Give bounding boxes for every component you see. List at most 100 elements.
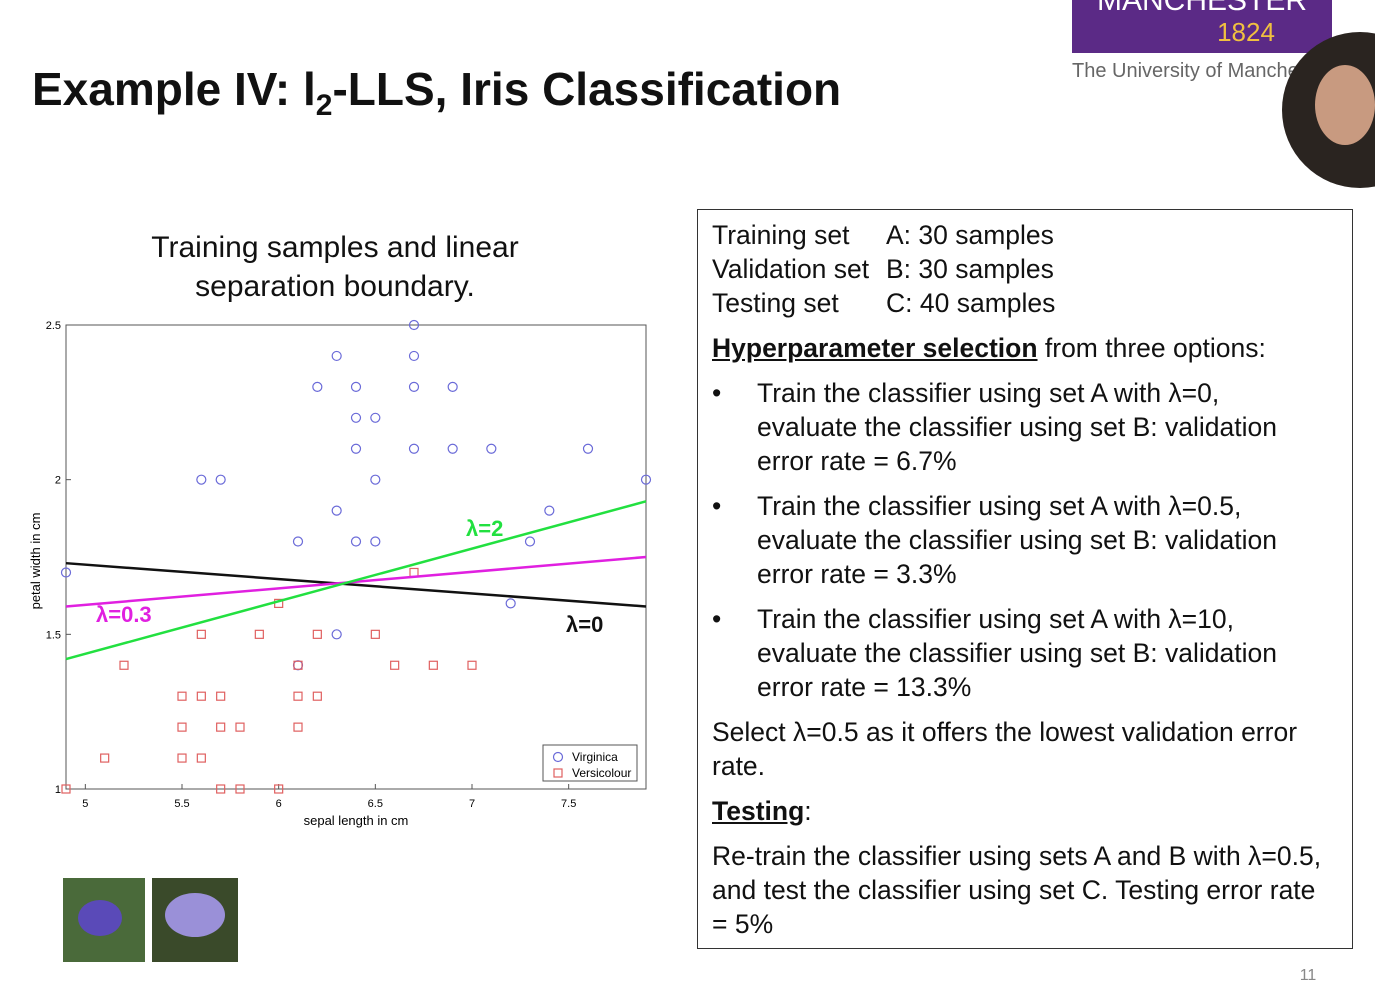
point bbox=[216, 784, 226, 794]
x-tick-label: 6.5 bbox=[368, 798, 383, 810]
bullet: • Train the classifier using set A with λ… bbox=[712, 489, 1338, 591]
line-label: λ=2 bbox=[466, 516, 503, 541]
point bbox=[370, 412, 381, 423]
slide-title: Example IV: l2-LLS, Iris Classification bbox=[32, 62, 841, 123]
bullet-text: Train the classifier using set A with λ=… bbox=[757, 491, 1277, 589]
set-size: A: 30 samples bbox=[886, 220, 1054, 250]
set-size: B: 30 samples bbox=[886, 254, 1054, 284]
legend-label: Virginica bbox=[572, 750, 618, 764]
point bbox=[196, 691, 206, 701]
point bbox=[196, 753, 206, 763]
point bbox=[640, 474, 652, 485]
set-row: Training set A: 30 samples bbox=[712, 218, 1338, 252]
logo-subtitle: The University of Manche bbox=[1072, 60, 1299, 82]
y-tick-label: 1 bbox=[55, 784, 61, 796]
logo-bg bbox=[1072, 0, 1332, 53]
point bbox=[582, 443, 594, 454]
testing-text: Re-train the classifier using sets A and… bbox=[712, 841, 1322, 939]
bullet-text: Train the classifier using set A with λ=… bbox=[757, 378, 1277, 476]
point bbox=[312, 691, 322, 701]
heading: Hyperparameter selection from three opti… bbox=[712, 331, 1338, 365]
point bbox=[216, 691, 226, 701]
point bbox=[350, 536, 362, 547]
point bbox=[350, 412, 362, 423]
point bbox=[292, 660, 304, 671]
iris-flower bbox=[165, 893, 225, 937]
plot-frame bbox=[65, 324, 647, 790]
point bbox=[409, 567, 419, 578]
text-box: Training set A: 30 samples Validation set… bbox=[697, 209, 1353, 949]
page-number: 11 bbox=[1300, 967, 1317, 984]
point bbox=[467, 660, 477, 670]
point bbox=[61, 784, 71, 794]
y-tick-label: 2.5 bbox=[46, 320, 61, 332]
point bbox=[331, 350, 342, 362]
point bbox=[312, 381, 323, 392]
point bbox=[390, 660, 400, 670]
point bbox=[408, 443, 420, 454]
boundary-line bbox=[65, 500, 647, 661]
point bbox=[196, 629, 206, 639]
point bbox=[331, 629, 342, 640]
point bbox=[544, 505, 555, 516]
legend-marker bbox=[552, 751, 564, 763]
point bbox=[293, 722, 303, 732]
set-name: Testing set bbox=[712, 288, 839, 318]
point bbox=[370, 629, 380, 639]
point bbox=[505, 598, 516, 609]
boundary-line bbox=[65, 555, 647, 608]
set-name: Validation set bbox=[712, 254, 870, 284]
title-subscript: 2 bbox=[315, 89, 333, 123]
point bbox=[428, 660, 438, 670]
heading-rest: : bbox=[804, 796, 812, 826]
point bbox=[216, 722, 226, 732]
bullet-text: Train the classifier using set A with λ=… bbox=[757, 604, 1277, 702]
point bbox=[408, 319, 420, 331]
point bbox=[370, 474, 381, 485]
heading-bold: Testing bbox=[712, 796, 805, 826]
boundary-line bbox=[65, 561, 647, 608]
point bbox=[312, 629, 322, 639]
legend-label: Versicolour bbox=[572, 766, 631, 780]
point bbox=[293, 660, 303, 670]
bullet: • Train the classifier using set A with λ… bbox=[712, 602, 1338, 704]
point bbox=[350, 443, 362, 454]
legend-marker bbox=[553, 768, 563, 778]
point bbox=[177, 753, 187, 763]
point bbox=[408, 350, 420, 362]
point bbox=[254, 629, 264, 639]
heading: Testing: bbox=[712, 794, 1338, 828]
chart-title: Training samples and linear separation b… bbox=[151, 231, 519, 303]
title-text: Example IV: l bbox=[32, 63, 316, 115]
heading-rest: from three options: bbox=[1037, 333, 1266, 363]
point bbox=[293, 691, 303, 701]
point bbox=[215, 474, 226, 485]
point bbox=[235, 784, 245, 794]
point bbox=[370, 536, 381, 547]
point bbox=[100, 753, 110, 763]
y-axis-label: petal width in cm bbox=[28, 513, 43, 610]
point bbox=[274, 784, 284, 794]
point bbox=[235, 722, 245, 732]
x-axis-label: sepal length in cm bbox=[304, 813, 409, 828]
x-tick-label: 5.5 bbox=[174, 798, 189, 810]
heading-bold: Hyperparameter selection bbox=[712, 333, 1038, 363]
x-tick-label: 5 bbox=[82, 798, 88, 810]
set-size: C: 40 samples bbox=[886, 288, 1056, 318]
point bbox=[177, 722, 187, 732]
logo-year: 1824 bbox=[1217, 17, 1275, 47]
point bbox=[524, 536, 536, 547]
webcam-face bbox=[1315, 65, 1375, 145]
point bbox=[447, 381, 458, 392]
point bbox=[350, 381, 362, 392]
line-label: λ=0.3 bbox=[96, 602, 152, 627]
y-tick-label: 2 bbox=[55, 475, 61, 487]
set-row: Validation set B: 30 samples bbox=[712, 252, 1338, 286]
set-name: Training set bbox=[712, 220, 850, 250]
line-label: λ=0 bbox=[566, 612, 603, 637]
point bbox=[447, 443, 458, 454]
set-row: Testing set C: 40 samples bbox=[712, 286, 1338, 320]
